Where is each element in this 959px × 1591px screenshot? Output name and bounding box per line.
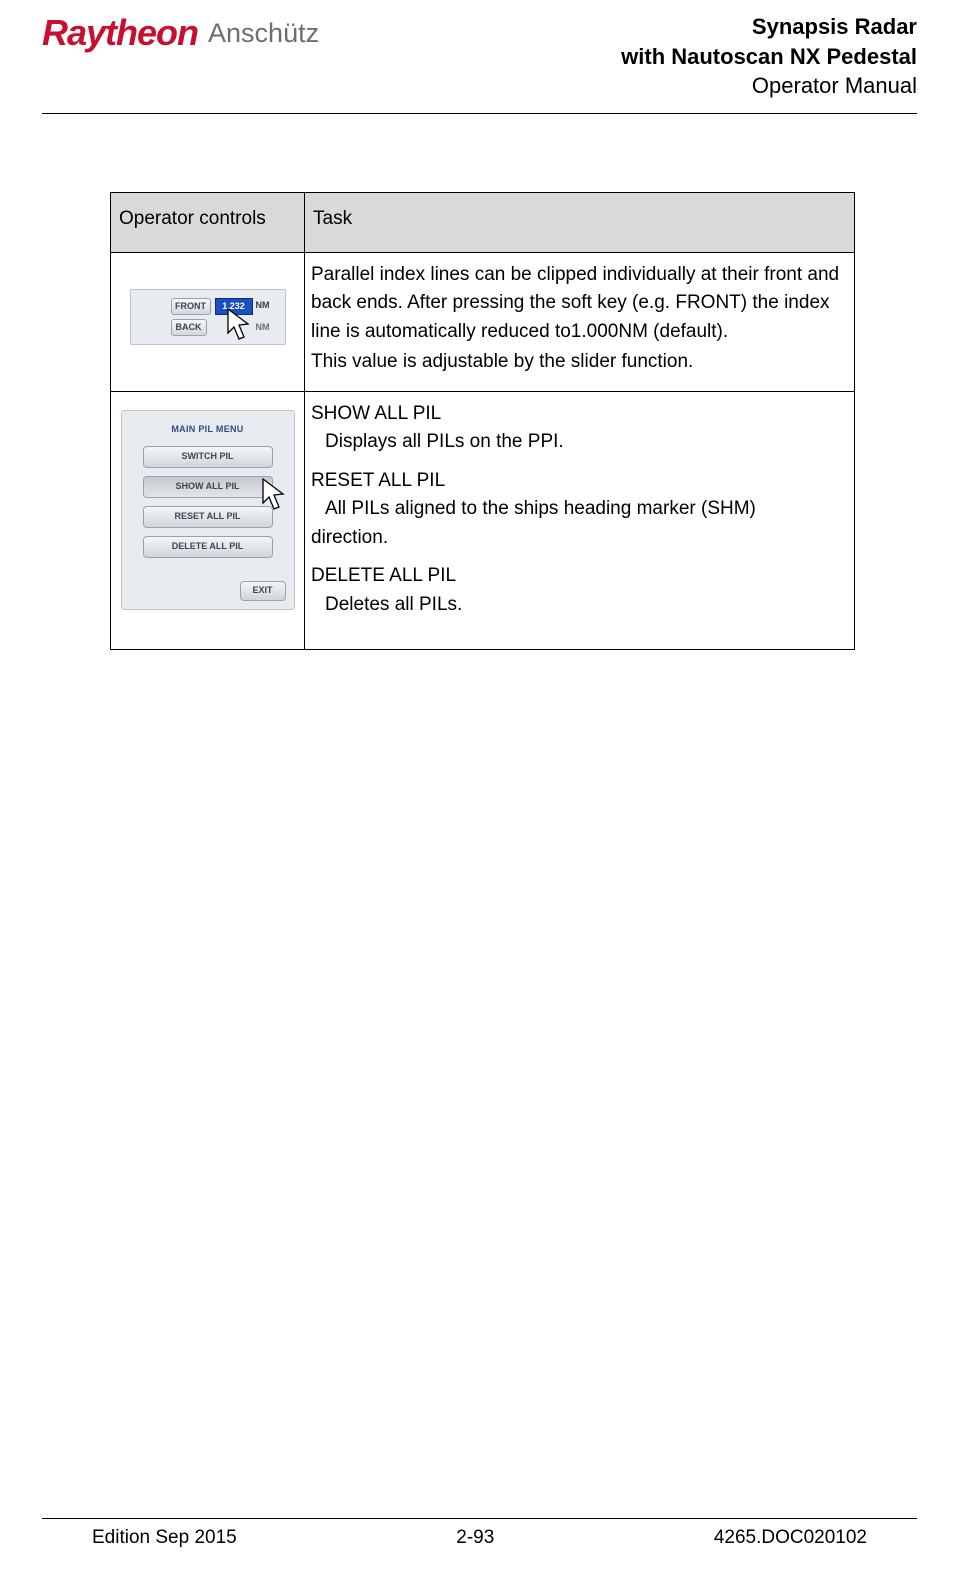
footer-doc-id: 4265.DOC020102 — [714, 1527, 867, 1549]
front-back-panel: FRONT BACK 1.232 NM NM — [130, 289, 286, 345]
delete-all-pil-button[interactable]: DELETE ALL PIL — [143, 536, 273, 558]
table-row: FRONT BACK 1.232 NM NM Parallel index li… — [111, 252, 855, 391]
task-cell-2: SHOW ALL PIL Displays all PILs on the PP… — [305, 391, 855, 650]
logo: Raytheon Anschütz — [42, 12, 319, 54]
back-button[interactable]: BACK — [171, 319, 207, 336]
control-cell-pil-menu: MAIN PIL MENU SWITCH PIL SHOW ALL PIL RE… — [111, 391, 305, 650]
menu-title: MAIN PIL MENU — [130, 423, 286, 437]
footer-rule — [42, 1518, 917, 1519]
exit-button[interactable]: EXIT — [240, 581, 286, 601]
page-footer: Edition Sep 2015 2-93 4265.DOC020102 — [42, 1518, 917, 1549]
front-button[interactable]: FRONT — [171, 298, 211, 315]
table-header-row: Operator controls Task — [111, 193, 855, 253]
task-block: DELETE ALL PIL Deletes all PILs. — [311, 562, 848, 619]
control-cell-front-back: FRONT BACK 1.232 NM NM — [111, 252, 305, 391]
title-line-1: Synapsis Radar — [621, 12, 917, 42]
task-block-body-line2: direction. — [311, 524, 848, 553]
col-header-controls: Operator controls — [111, 193, 305, 253]
task-block-body: Deletes all PILs. — [311, 591, 848, 620]
logo-primary: Raytheon — [42, 12, 198, 54]
reset-all-pil-button[interactable]: RESET ALL PIL — [143, 506, 273, 528]
col-header-task: Task — [305, 193, 855, 253]
task-text: Parallel index lines can be clipped indi… — [311, 261, 848, 347]
title-line-2: with Nautoscan NX Pedestal — [621, 42, 917, 72]
cursor-icon — [260, 477, 294, 517]
task-block-head: RESET ALL PIL — [311, 467, 848, 496]
task-text: This value is adjustable by the slider f… — [311, 348, 848, 377]
task-block: SHOW ALL PIL Displays all PILs on the PP… — [311, 400, 848, 457]
header-rule — [42, 113, 917, 114]
task-block-body: Displays all PILs on the PPI. — [311, 428, 848, 457]
operator-controls-table: Operator controls Task FRONT BACK 1.232 … — [110, 192, 855, 650]
title-line-3: Operator Manual — [621, 71, 917, 101]
show-all-pil-button[interactable]: SHOW ALL PIL — [143, 476, 273, 498]
footer-edition: Edition Sep 2015 — [92, 1527, 237, 1549]
cursor-icon — [225, 307, 259, 347]
switch-pil-button[interactable]: SWITCH PIL — [143, 446, 273, 468]
task-block-head: SHOW ALL PIL — [311, 400, 848, 429]
document-title: Synapsis Radar with Nautoscan NX Pedesta… — [621, 12, 917, 101]
page-header: Raytheon Anschütz Synapsis Radar with Na… — [42, 10, 917, 101]
task-block-body-line1: All PILs aligned to the ships heading ma… — [311, 495, 848, 524]
task-cell-1: Parallel index lines can be clipped indi… — [305, 252, 855, 391]
task-block: RESET ALL PIL All PILs aligned to the sh… — [311, 467, 848, 553]
task-block-head: DELETE ALL PIL — [311, 562, 848, 591]
logo-secondary: Anschütz — [208, 18, 319, 49]
footer-page-number: 2-93 — [456, 1527, 494, 1549]
table-row: MAIN PIL MENU SWITCH PIL SHOW ALL PIL RE… — [111, 391, 855, 650]
main-pil-menu-panel: MAIN PIL MENU SWITCH PIL SHOW ALL PIL RE… — [121, 410, 295, 610]
